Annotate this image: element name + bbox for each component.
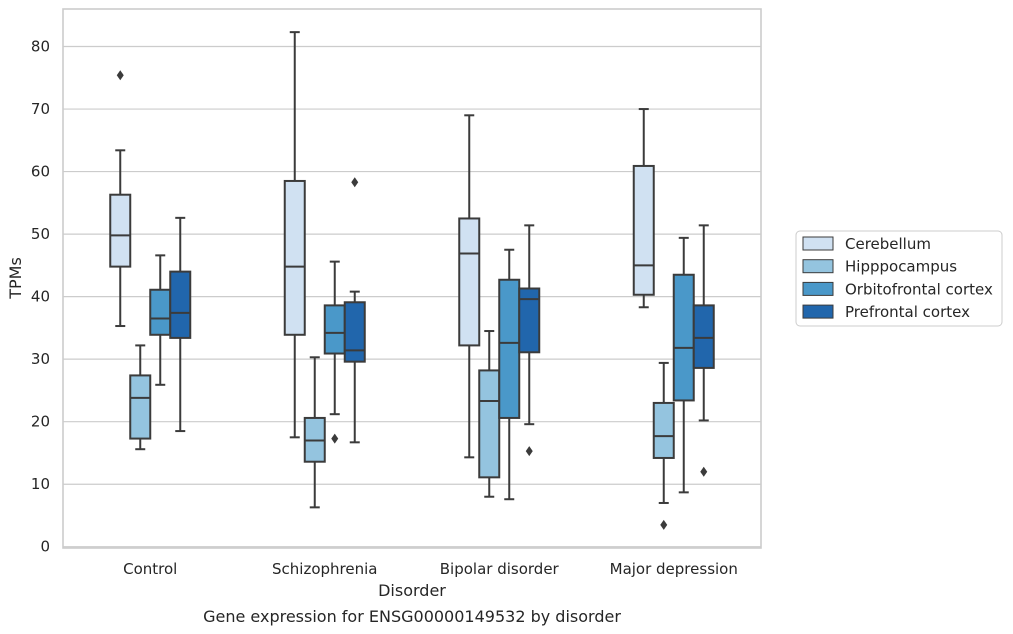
x-tick-label: Schizophrenia bbox=[272, 560, 377, 578]
legend-items: Cerebellum Hipppocampus Orbitofrontal cort… bbox=[802, 235, 993, 321]
box-iqr bbox=[518, 287, 541, 354]
box-hipppocampus bbox=[478, 330, 501, 498]
box-cerebellum bbox=[632, 108, 655, 309]
box-hipppocampus bbox=[129, 344, 152, 451]
box-iqr bbox=[149, 288, 172, 336]
legend-label: Cerebellum bbox=[845, 235, 931, 253]
legend-swatch bbox=[802, 236, 834, 251]
box-hipppocampus bbox=[303, 356, 326, 509]
outlier-marker bbox=[116, 70, 124, 81]
box-iqr bbox=[458, 217, 481, 347]
box-prefrontal-cortex bbox=[692, 224, 715, 477]
box-iqr bbox=[672, 273, 695, 402]
y-tick-label: 30 bbox=[31, 350, 50, 368]
outlier-marker bbox=[525, 446, 533, 457]
legend: Cerebellum Hipppocampus Orbitofrontal cort… bbox=[795, 230, 1003, 327]
legend-swatch bbox=[802, 259, 834, 274]
x-tick-label: Bipolar disorder bbox=[440, 560, 560, 578]
box-prefrontal-cortex bbox=[518, 224, 541, 457]
box-cerebellum bbox=[283, 31, 306, 439]
box-cerebellum bbox=[458, 114, 481, 459]
x-tick-labels: Control Schizophrenia Bipolar disorder Majo… bbox=[123, 560, 738, 578]
y-tick-label: 40 bbox=[31, 288, 50, 306]
x-axis-title: Disorder bbox=[378, 581, 446, 600]
box-iqr bbox=[343, 301, 366, 363]
outlier-marker bbox=[700, 466, 708, 477]
box-iqr bbox=[498, 278, 521, 419]
box-iqr bbox=[129, 374, 152, 440]
box-iqr bbox=[692, 304, 715, 369]
box-prefrontal-cortex bbox=[343, 177, 366, 444]
box-cerebellum bbox=[109, 70, 132, 328]
box-iqr bbox=[323, 304, 346, 355]
outlier-marker bbox=[331, 433, 339, 444]
legend-swatch bbox=[802, 304, 834, 319]
y-tick-labels: 0 10 20 30 40 50 60 70 80 bbox=[31, 38, 50, 556]
y-tick-label: 70 bbox=[31, 100, 50, 118]
y-tick-label: 60 bbox=[31, 163, 50, 181]
y-axis-title: TPMs bbox=[6, 257, 25, 300]
box-iqr bbox=[478, 369, 501, 479]
legend-label: Hipppocampus bbox=[845, 258, 957, 276]
box-layer bbox=[109, 31, 715, 530]
legend-label: Orbitofrontal cortex bbox=[845, 280, 993, 298]
outlier-marker bbox=[660, 519, 668, 530]
legend-swatch bbox=[802, 281, 834, 296]
x-tick-label: Control bbox=[123, 560, 177, 578]
y-tick-label: 20 bbox=[31, 413, 50, 431]
plot-area-background bbox=[63, 9, 761, 548]
box-prefrontal-cortex bbox=[169, 216, 192, 433]
box-orbitofrontal-cortex bbox=[149, 254, 172, 386]
box-iqr bbox=[283, 179, 306, 336]
y-tick-label: 10 bbox=[31, 475, 50, 493]
box-iqr bbox=[632, 164, 655, 296]
legend-label: Prefrontal cortex bbox=[845, 303, 970, 321]
y-tick-label: 80 bbox=[31, 38, 50, 56]
box-iqr bbox=[109, 193, 132, 268]
chart-caption: Gene expression for ENSG00000149532 by d… bbox=[203, 607, 621, 626]
legend-frame bbox=[795, 230, 1003, 327]
box-hipppocampus bbox=[652, 361, 675, 530]
plot-frame bbox=[62, 8, 762, 549]
outlier-marker bbox=[351, 177, 359, 188]
y-tick-label: 50 bbox=[31, 225, 50, 243]
box-iqr bbox=[652, 401, 675, 459]
y-tick-label: 0 bbox=[40, 538, 50, 556]
x-tick-label: Major depression bbox=[610, 560, 738, 578]
box-iqr bbox=[169, 270, 192, 339]
